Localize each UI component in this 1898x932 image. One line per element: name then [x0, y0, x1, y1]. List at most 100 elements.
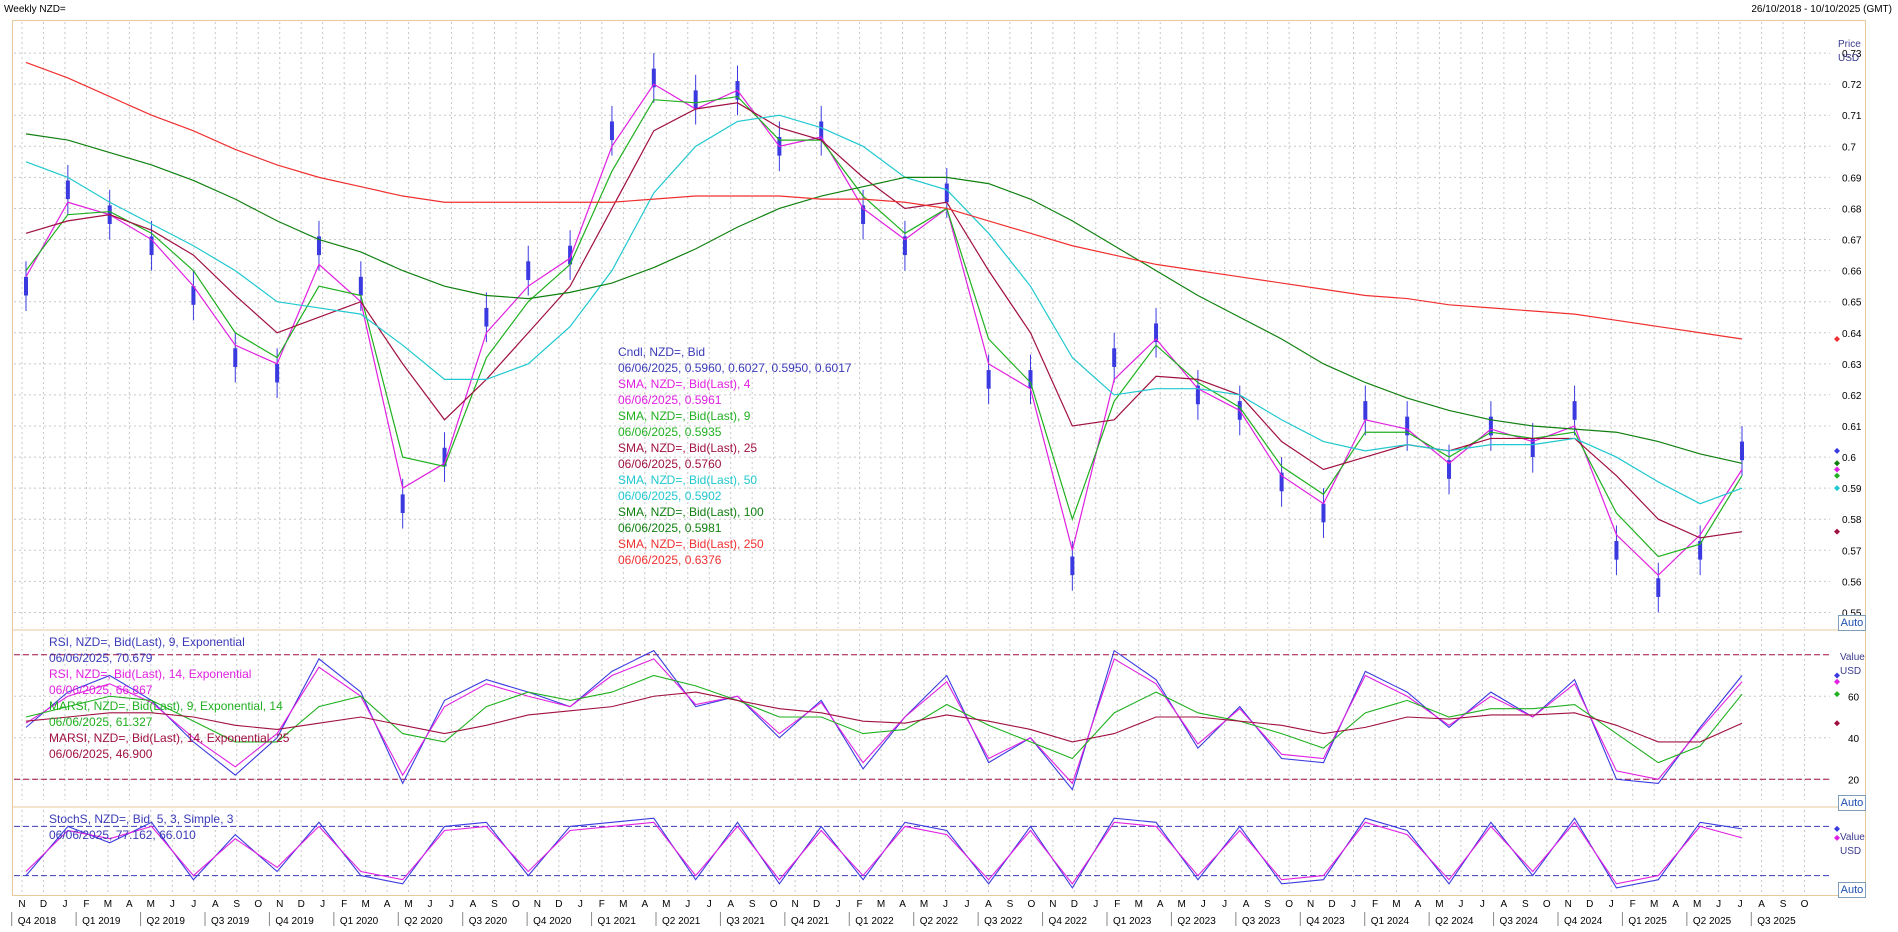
x-quarter-label: Q1 2025 [1628, 916, 1667, 927]
candle-body [1572, 401, 1577, 420]
x-month-tick-label: S [233, 899, 240, 910]
title-bar: Weekly NZD= 26/10/2018 - 10/10/2025 (GMT… [0, 0, 1898, 18]
x-month-tick-label: N [1565, 899, 1572, 910]
x-quarter-label: Q2 2022 [920, 916, 959, 927]
price-series-line [25, 61, 1743, 340]
last-value-marker [1834, 447, 1840, 454]
candle-body [233, 348, 238, 367]
x-quarter-label: Q3 2019 [211, 916, 250, 927]
candle-body [1321, 503, 1326, 523]
x-month-tick-label: J [943, 899, 948, 910]
x-month-tick-label: M [877, 899, 885, 910]
x-month-tick-label: J [449, 899, 454, 910]
x-month-tick-label: S [1007, 899, 1014, 910]
x-quarter-label: Q3 2023 [1242, 916, 1281, 927]
x-month-tick-label: S [1264, 899, 1271, 910]
y-tick-label: 40 [1848, 734, 1860, 745]
rsi-legend-entry: RSI, NZD=, Bid(Last), 14, Exponential [49, 667, 252, 681]
price-legend-entry: 06/06/2025, 0.5981 [618, 521, 722, 535]
last-value-marker [1834, 528, 1840, 535]
x-month-tick-label: M [1435, 899, 1443, 910]
y-tick-label: 0.59 [1842, 484, 1862, 495]
x-month-tick-label: M [920, 899, 928, 910]
x-quarter-label: Q3 2025 [1757, 916, 1796, 927]
candle-body [1363, 401, 1368, 420]
date-range: 26/10/2018 - 10/10/2025 (GMT) [1751, 4, 1892, 15]
y-tick-label: 0.6 [1842, 453, 1856, 464]
price-auto-button[interactable]: Auto [1838, 615, 1866, 631]
rsi-series-line [25, 649, 1743, 791]
rsi-unit-bottom: USD [1840, 666, 1862, 677]
stoch-legend: StochS, NZD=, Bid, 5, 3, Simple, 3 06/06/… [49, 811, 233, 843]
candle-body [1740, 441, 1744, 461]
y-tick-label: 0.67 [1842, 236, 1862, 247]
stoch-unit-top: Value [1840, 832, 1865, 843]
y-tick-label: 20 [1848, 775, 1860, 786]
x-quarter-label: Q2 2020 [404, 916, 443, 927]
x-month-tick-label: J [1222, 899, 1227, 910]
candle-body [861, 205, 866, 224]
last-value-marker [1834, 678, 1840, 685]
last-value-marker [1834, 472, 1840, 479]
x-quarter-label: Q4 2018 [18, 916, 57, 927]
price-legend-entry: SMA, NZD=, Bid(Last), 4 [618, 377, 751, 391]
x-month-tick-label: J [170, 899, 175, 910]
x-month-tick-label: J [964, 899, 969, 910]
candle-body [1530, 438, 1535, 458]
x-month-tick-label: O [512, 899, 520, 910]
y-tick-label: 0.71 [1842, 111, 1862, 122]
x-month-tick-label: N [1307, 899, 1314, 910]
y-tick-label: 0.58 [1842, 515, 1862, 526]
candle-body [358, 276, 363, 296]
x-month-tick-label: O [1027, 899, 1035, 910]
x-month-tick-label: D [1328, 899, 1335, 910]
y-tick-label: 0.64 [1842, 329, 1862, 340]
x-month-tick-label: J [578, 899, 583, 910]
price-series-line [25, 114, 1743, 505]
x-quarter-label: Q3 2022 [984, 916, 1023, 927]
x-month-tick-label: M [104, 899, 112, 910]
x-quarter-label: Q3 2024 [1500, 916, 1539, 927]
x-month-tick-label: A [1157, 899, 1164, 910]
candle-body [24, 276, 28, 296]
price-series-line [25, 83, 1743, 577]
x-month-tick-label: J [1351, 899, 1356, 910]
y-tick-label: 0.68 [1842, 204, 1862, 215]
x-quarter-label: Q4 2024 [1564, 916, 1603, 927]
x-quarter-label: Q4 2023 [1306, 916, 1345, 927]
stoch-series-line [25, 821, 1743, 885]
x-month-tick-label: O [1543, 899, 1551, 910]
x-month-tick-label: F [599, 899, 605, 910]
stoch-auto-button[interactable]: Auto [1838, 882, 1866, 898]
x-quarter-label: Q1 2022 [855, 916, 894, 927]
x-month-tick-label: J [191, 899, 196, 910]
y-tick-label: 0.63 [1842, 360, 1862, 371]
candle-body [902, 236, 907, 256]
candle-body [693, 90, 698, 110]
x-month-tick-label: A [1758, 899, 1765, 910]
x-month-tick-label: A [985, 899, 992, 910]
last-value-marker [1834, 485, 1840, 492]
x-month-tick-label: O [770, 899, 778, 910]
x-month-tick-label: F [1114, 899, 1120, 910]
x-month-tick-label: A [899, 899, 906, 910]
rsi-auto-button[interactable]: Auto [1838, 795, 1866, 811]
x-month-tick-label: S [491, 899, 498, 910]
x-month-tick-label: J [836, 899, 841, 910]
x-month-tick-label: M [662, 899, 670, 910]
x-month-tick-label: F [1372, 899, 1378, 910]
x-month-tick-label: D [813, 899, 820, 910]
stoch-unit: Value USD [1840, 831, 1865, 859]
x-month-tick-label: J [1480, 899, 1485, 910]
x-month-tick-label: J [1609, 899, 1614, 910]
price-legend-entry: 06/06/2025, 0.5760 [618, 457, 722, 471]
x-month-tick-label: O [254, 899, 262, 910]
x-month-tick-label: A [470, 899, 477, 910]
last-value-marker [1834, 466, 1840, 473]
candle-body [1405, 416, 1410, 436]
chart-frame [12, 20, 1866, 896]
candle-body [819, 121, 824, 141]
candle-body [149, 236, 154, 256]
rsi-legend-entry: RSI, NZD=, Bid(Last), 9, Exponential [49, 635, 245, 649]
